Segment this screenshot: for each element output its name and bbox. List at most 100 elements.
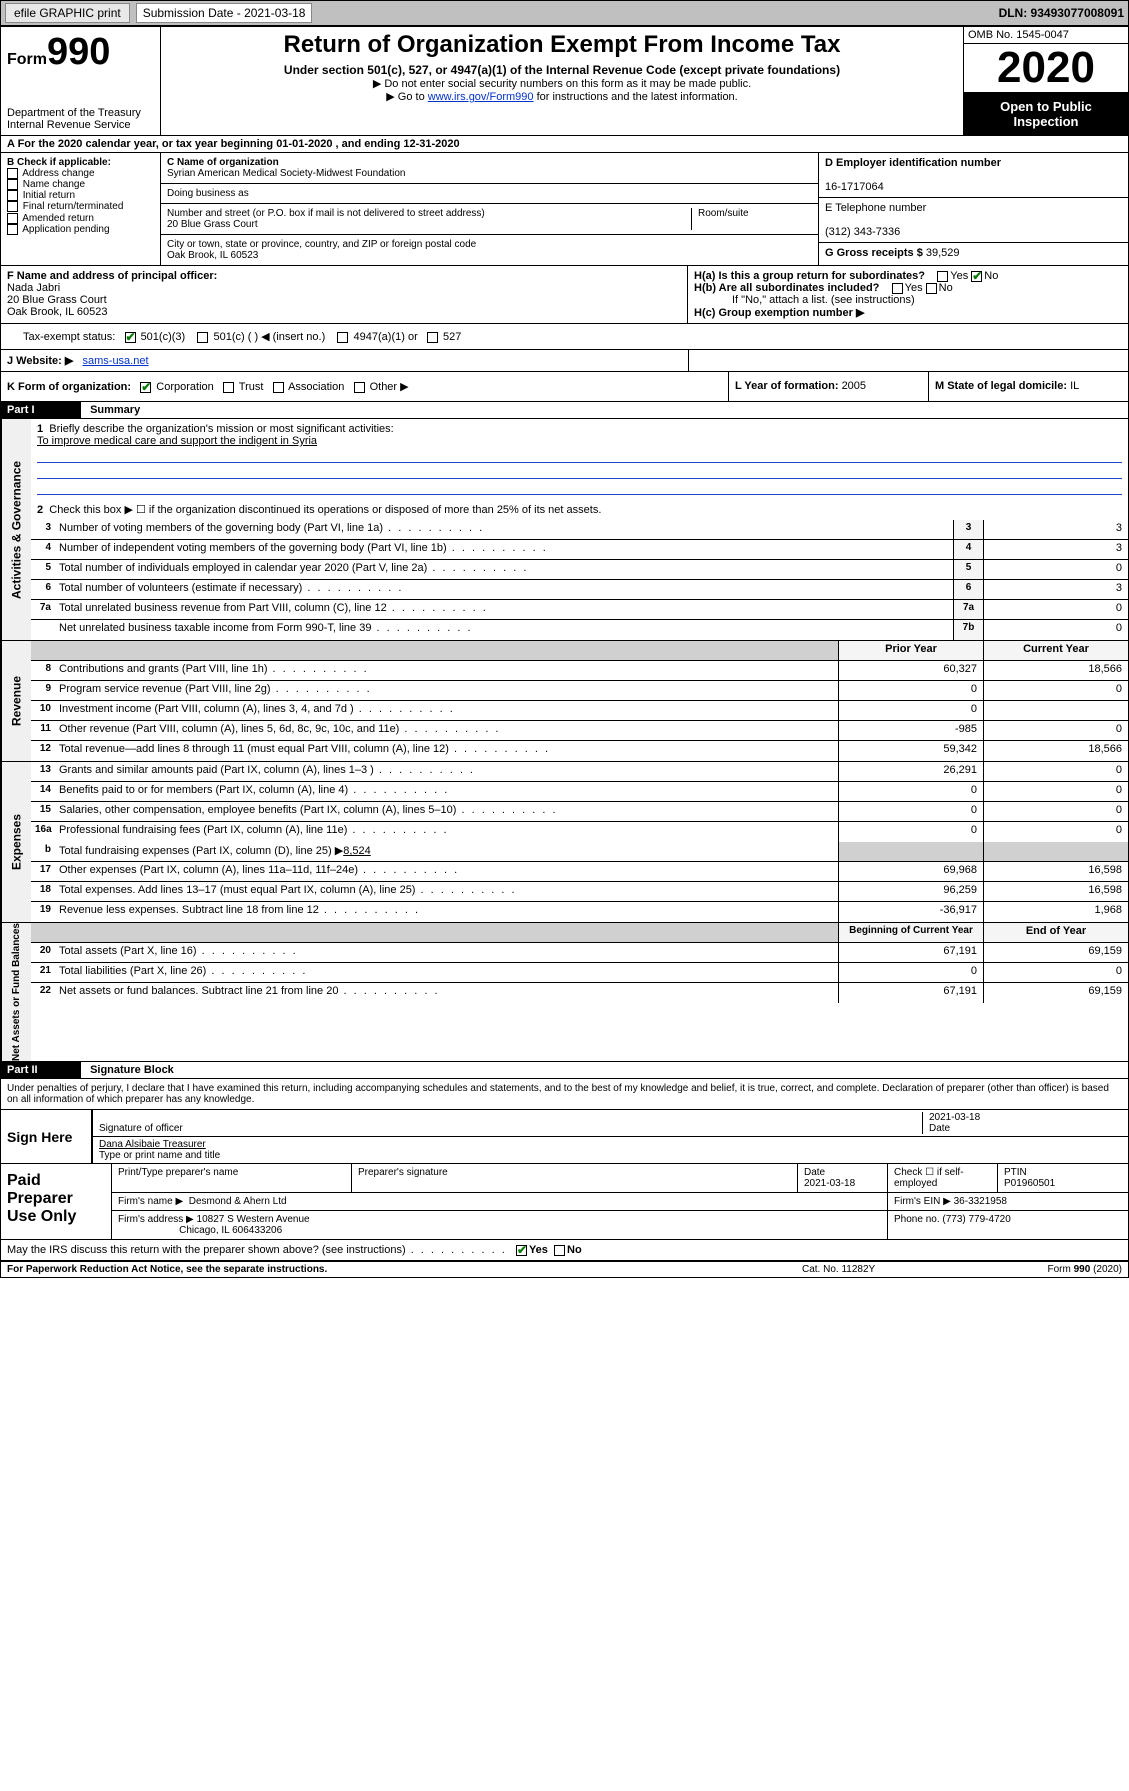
row-a-tax-year: A For the 2020 calendar year, or tax yea…: [1, 136, 1128, 153]
website-link[interactable]: sams-usa.net: [83, 355, 149, 367]
subtitle-2: ▶ Do not enter social security numbers o…: [167, 77, 957, 90]
table-row: 7aTotal unrelated business revenue from …: [31, 600, 1128, 620]
header-right: OMB No. 1545-0047 2020 Open to Public In…: [963, 27, 1128, 135]
box-h: H(a) Is this a group return for subordin…: [688, 266, 1128, 323]
header-left: Form990 Department of the Treasury Inter…: [1, 27, 161, 135]
mission-text: To improve medical care and support the …: [37, 435, 317, 447]
ck-discuss-no[interactable]: [554, 1245, 565, 1256]
table-row: 15Salaries, other compensation, employee…: [31, 802, 1128, 822]
address-cell: Number and street (or P.O. box if mail i…: [161, 204, 818, 235]
side-label-revenue: Revenue: [1, 641, 31, 761]
table-row: 8Contributions and grants (Part VIII, li…: [31, 661, 1128, 681]
table-row: 19Revenue less expenses. Subtract line 1…: [31, 902, 1128, 922]
form-990: Form990 Department of the Treasury Inter…: [0, 26, 1129, 1278]
revenue-section: Revenue Prior Year Current Year 8Contrib…: [1, 641, 1128, 762]
officer-name: Nada Jabri: [7, 282, 60, 294]
form-number: Form990: [7, 31, 154, 74]
box-c: C Name of organization Syrian American M…: [161, 153, 818, 265]
topbar: efile GRAPHIC print Submission Date - 20…: [0, 0, 1129, 26]
table-row: 6Total number of volunteers (estimate if…: [31, 580, 1128, 600]
revenue-header: Prior Year Current Year: [31, 641, 1128, 661]
penalty-statement: Under penalties of perjury, I declare th…: [1, 1079, 1128, 1110]
table-row: 18Total expenses. Add lines 13–17 (must …: [31, 882, 1128, 902]
form-header: Form990 Department of the Treasury Inter…: [1, 27, 1128, 136]
firm-phone: (773) 779-4720: [942, 1214, 1010, 1225]
box-d: D Employer identification number 16-1717…: [819, 153, 1128, 198]
part1-header: Part I Summary: [1, 402, 1128, 419]
org-name: Syrian American Medical Society-Midwest …: [167, 168, 405, 179]
ck-hb-no[interactable]: [926, 283, 937, 294]
side-label-governance: Activities & Governance: [1, 419, 31, 640]
ck-4947[interactable]: [337, 332, 348, 343]
activities-governance: Activities & Governance 1 Briefly descri…: [1, 419, 1128, 641]
section-b-to-g: B Check if applicable: Address change Na…: [1, 153, 1128, 266]
part2-header: Part II Signature Block: [1, 1062, 1128, 1079]
street-address: 20 Blue Grass Court: [167, 219, 258, 230]
ck-501c3[interactable]: [125, 332, 136, 343]
row-k-l-m: K Form of organization: Corporation Trus…: [1, 372, 1128, 402]
box-e: E Telephone number (312) 343-7336: [819, 198, 1128, 243]
section-f-h: F Name and address of principal officer:…: [1, 266, 1128, 324]
ck-trust[interactable]: [223, 382, 234, 393]
ck-amended[interactable]: [7, 213, 18, 224]
side-label-expenses: Expenses: [1, 762, 31, 922]
form-no: 990: [47, 31, 110, 73]
ck-ha-no[interactable]: [971, 271, 982, 282]
firm-ein: 36-3321958: [954, 1196, 1007, 1207]
row-j: J Website: ▶ sams-usa.net: [1, 350, 1128, 372]
city-cell: City or town, state or province, country…: [161, 235, 818, 265]
table-row: 21Total liabilities (Part X, line 26)00: [31, 963, 1128, 983]
table-row: 9Program service revenue (Part VIII, lin…: [31, 681, 1128, 701]
efile-print-button[interactable]: efile GRAPHIC print: [5, 3, 130, 23]
table-row: 20Total assets (Part X, line 16)67,19169…: [31, 943, 1128, 963]
discuss-row: May the IRS discuss this return with the…: [1, 1240, 1128, 1262]
table-row: 3Number of voting members of the governi…: [31, 520, 1128, 540]
table-row: 12Total revenue—add lines 8 through 11 (…: [31, 741, 1128, 761]
city-state-zip: Oak Brook, IL 60523: [167, 250, 258, 261]
ein: 16-1717064: [825, 181, 884, 193]
officer-signed-name: Dana Alsibaie Treasurer: [99, 1139, 206, 1150]
state-domicile: IL: [1070, 380, 1079, 392]
ck-initial-return[interactable]: [7, 190, 18, 201]
ck-application-pending[interactable]: [7, 224, 18, 235]
sign-here: Sign Here Signature of officer 2021-03-1…: [1, 1110, 1128, 1164]
table-row: 10Investment income (Part VIII, column (…: [31, 701, 1128, 721]
department: Department of the Treasury Internal Reve…: [7, 107, 154, 131]
ck-501c[interactable]: [197, 332, 208, 343]
box-f: F Name and address of principal officer:…: [1, 266, 688, 323]
dln: DLN: 93493077008091: [999, 6, 1124, 20]
table-row: Net unrelated business taxable income fr…: [31, 620, 1128, 640]
box-d-e-g: D Employer identification number 16-1717…: [818, 153, 1128, 265]
omb-no: OMB No. 1545-0047: [964, 27, 1128, 44]
gross-receipts: 39,529: [926, 247, 960, 259]
footer: For Paperwork Reduction Act Notice, see …: [1, 1262, 1128, 1277]
table-row: 11Other revenue (Part VIII, column (A), …: [31, 721, 1128, 741]
ck-address-change[interactable]: [7, 168, 18, 179]
subtitle-1: Under section 501(c), 527, or 4947(a)(1)…: [167, 63, 957, 77]
table-row: 16aProfessional fundraising fees (Part I…: [31, 822, 1128, 842]
form-label: Form: [7, 51, 47, 68]
subtitle-3: ▶ Go to www.irs.gov/Form990 for instruct…: [167, 90, 957, 103]
box-g: G Gross receipts $ 39,529: [819, 243, 1128, 263]
ck-527[interactable]: [427, 332, 438, 343]
ck-final-return[interactable]: [7, 201, 18, 212]
netassets-header: Beginning of Current Year End of Year: [31, 923, 1128, 943]
year-formation: 2005: [842, 380, 866, 392]
expenses-section: Expenses 13Grants and similar amounts pa…: [1, 762, 1128, 923]
ck-assoc[interactable]: [273, 382, 284, 393]
ck-name-change[interactable]: [7, 179, 18, 190]
table-row: 13Grants and similar amounts paid (Part …: [31, 762, 1128, 782]
ck-other[interactable]: [354, 382, 365, 393]
ck-ha-yes[interactable]: [937, 271, 948, 282]
irs-link[interactable]: www.irs.gov/Form990: [428, 91, 534, 103]
org-name-cell: C Name of organization Syrian American M…: [161, 153, 818, 184]
ck-corp[interactable]: [140, 382, 151, 393]
telephone: (312) 343-7336: [825, 226, 900, 238]
table-row: 4Number of independent voting members of…: [31, 540, 1128, 560]
box-b: B Check if applicable: Address change Na…: [1, 153, 161, 265]
ck-discuss-yes[interactable]: [516, 1245, 527, 1256]
row-i-tax-status: Tax-exempt status: 501(c)(3) 501(c) ( ) …: [1, 324, 1128, 350]
tax-year: 2020: [964, 44, 1128, 93]
ck-hb-yes[interactable]: [892, 283, 903, 294]
header-center: Return of Organization Exempt From Incom…: [161, 27, 963, 135]
